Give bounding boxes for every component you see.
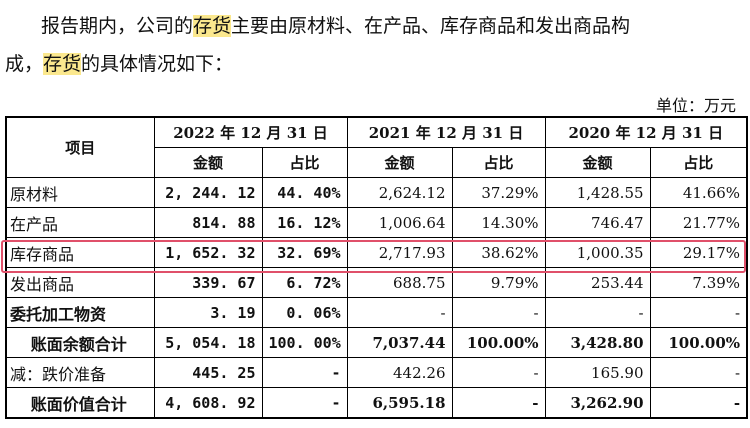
- unit-label: 单位：万元: [655, 96, 736, 115]
- table-cell: 1,006.64: [346, 207, 453, 238]
- text-segment: 主要由原材料、在产品、库存商品和发出商品构: [231, 15, 631, 37]
- table-cell: 100. 00%: [261, 327, 348, 358]
- table-cell: 21.77%: [649, 207, 748, 238]
- table-row: 库存商品 1, 652. 32 32. 69% 2,717.93 38.62% 1,000…: [5, 237, 748, 268]
- table-cell: 4, 608. 92: [153, 387, 263, 419]
- table-cell: -: [451, 357, 546, 388]
- table-cell: -: [261, 387, 348, 419]
- table-row: 原材料 2, 244. 12 44. 40% 2,624.12 37.29% 1,428.…: [5, 177, 748, 208]
- text-segment: 报告期内，公司的: [41, 15, 194, 37]
- table-cell: 814. 88: [153, 207, 263, 238]
- table-cell: -: [451, 297, 546, 328]
- table-cell: 3,262.90: [544, 387, 651, 419]
- table-row: 账面价值合计 4, 608. 92-6,595.18-3,262.90-: [5, 387, 748, 419]
- table-cell: 100.00%: [451, 327, 546, 358]
- row-label: 原材料: [5, 177, 155, 208]
- table-cell: 0. 06%: [261, 297, 348, 328]
- table-cell: 3. 19: [153, 297, 263, 328]
- table-cell: -: [649, 387, 748, 419]
- row-label: 减：跌价准备: [5, 357, 155, 388]
- header-year-2020: 2020 年 12 月 31 日: [544, 116, 748, 148]
- highlighted-term: 存货: [43, 53, 82, 75]
- table-cell: 16. 12%: [261, 207, 348, 238]
- table-cell: -: [649, 297, 748, 328]
- table-cell: 44. 40%: [261, 177, 348, 208]
- table-cell: 38.62%: [451, 237, 546, 268]
- subheader-amount: 金额: [346, 147, 453, 178]
- table-row: 减：跌价准备 445. 25-442.26-165.90-: [5, 357, 748, 388]
- header-year-2022: 2022 年 12 月 31 日: [153, 116, 348, 148]
- table-cell: -: [451, 387, 546, 419]
- table-cell: 746.47: [544, 207, 651, 238]
- table-cell: 1, 652. 32: [153, 237, 263, 268]
- table-cell: 6,595.18: [346, 387, 453, 419]
- table-cell: 41.66%: [649, 177, 748, 208]
- row-label: 账面余额合计: [5, 327, 155, 358]
- row-highlight-frame: [1, 240, 746, 273]
- table-cell: -: [261, 357, 348, 388]
- intro-paragraph-line2: 成，存货的具体情况如下：: [0, 52, 750, 76]
- table-cell: 165.90: [544, 357, 651, 388]
- row-label: 账面价值合计: [5, 387, 155, 419]
- table-cell: 1,428.55: [544, 177, 651, 208]
- table-cell: -: [544, 297, 651, 328]
- text-segment: 成，: [5, 53, 44, 75]
- inventory-table: 项目 2022 年 12 月 31 日 2021 年 12 月 31 日 202…: [5, 116, 749, 419]
- table-cell: 7,037.44: [346, 327, 453, 358]
- table-cell: 5, 054. 18: [153, 327, 263, 358]
- table-cell: 37.29%: [451, 177, 546, 208]
- table-cell: 14.30%: [451, 207, 546, 238]
- table-row: 在产品 814. 88 16. 12% 1,006.64 14.30% 746.47 21.…: [5, 207, 748, 238]
- table-row: 委托加工物资 3. 19 0. 06% - - - -: [5, 297, 748, 328]
- table-cell: 3,428.80: [544, 327, 651, 358]
- table-cell: 2, 244. 12: [153, 177, 263, 208]
- header-item: 项目: [5, 116, 155, 178]
- table-cell: -: [649, 357, 748, 388]
- table-cell: -: [346, 297, 453, 328]
- header-year-2021: 2021 年 12 月 31 日: [346, 116, 546, 148]
- text-segment: 的具体情况如下：: [81, 53, 234, 75]
- table-row: 账面余额合计 5, 054. 18 100. 00% 7,037.44 100.00% 3…: [5, 327, 748, 358]
- table-cell: 445. 25: [153, 357, 263, 388]
- row-label: 在产品: [5, 207, 155, 238]
- table-body: 原材料 2, 244. 12 44. 40% 2,624.12 37.29% 1,428.…: [5, 177, 748, 419]
- subheader-ratio: 占比: [261, 147, 348, 178]
- subheader-amount: 金额: [544, 147, 651, 178]
- subheader-amount: 金额: [153, 147, 263, 178]
- table-cell: 442.26: [346, 357, 453, 388]
- intro-paragraph-line1: 报告期内，公司的存货主要由原材料、在产品、库存商品和发出商品构: [0, 14, 750, 38]
- row-label: 委托加工物资: [5, 297, 155, 328]
- table-cell: 32. 69%: [261, 237, 348, 268]
- subheader-ratio: 占比: [451, 147, 546, 178]
- table-cell: 2,624.12: [346, 177, 453, 208]
- table-cell: 1,000.35: [544, 237, 651, 268]
- subheader-ratio: 占比: [649, 147, 748, 178]
- highlighted-term: 存货: [193, 15, 232, 37]
- table-cell: 100.00%: [649, 327, 748, 358]
- table-cell: 2,717.93: [346, 237, 453, 268]
